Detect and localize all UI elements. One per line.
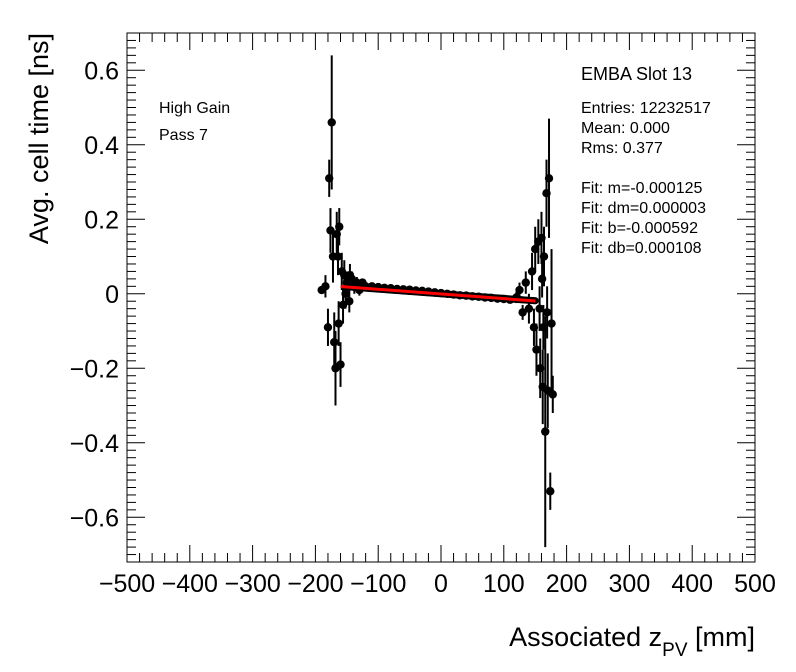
data-point-1 <box>325 174 334 183</box>
x-tick-label: 400 <box>671 570 713 598</box>
x-tick-label: −300 <box>224 570 280 598</box>
plot-frame <box>126 32 756 563</box>
data-point-47 <box>515 285 524 295</box>
stats-line: Entries: 12232517 <box>581 100 711 117</box>
x-tick-label: 0 <box>434 570 448 598</box>
data-point-5 <box>330 338 339 347</box>
y-tick-label: −0.2 <box>70 355 119 383</box>
x-tick-label: −100 <box>350 570 406 598</box>
data-point-72 <box>334 319 343 328</box>
x-tick-label: −200 <box>287 570 343 598</box>
data-point-12 <box>338 300 348 310</box>
data-point-51 <box>527 267 537 276</box>
stats-line: Fit: dm=0.000003 <box>581 200 706 217</box>
stats-box: Entries: 12232517 Mean: 0.000 Rms: 0.377 Fi… <box>581 100 711 257</box>
x-tick-labels: −500 −400 −300 −200 −100 0 100 200 300 400 500 <box>99 570 776 598</box>
data-point-70 <box>542 308 552 317</box>
data-point-57 <box>537 233 546 243</box>
y-tick-labels: −0.6 −0.4 −0.2 0 0.2 0.4 0.6 <box>70 57 119 532</box>
y-tick-label: 0.6 <box>84 57 119 85</box>
data-point-3 <box>327 118 336 127</box>
data-point-60 <box>541 427 550 436</box>
y-tick-label: −0.6 <box>70 504 119 532</box>
legend-pass-label: Pass 7 <box>159 127 208 144</box>
data-point-68 <box>537 274 547 284</box>
data-point-2 <box>326 226 335 235</box>
data-point-59 <box>539 252 549 261</box>
x-tick-label: 500 <box>734 570 776 598</box>
data-point-14 <box>323 323 333 332</box>
data-point-65 <box>547 319 556 328</box>
fit-line <box>340 285 536 303</box>
y-axis-label: Avg. cell time [ns] <box>24 33 54 244</box>
stats-line: Rms: 0.377 <box>581 140 663 157</box>
data-point-74 <box>345 270 355 280</box>
stats-line: Mean: 0.000 <box>581 120 670 137</box>
data-point-69 <box>539 323 548 332</box>
y-tick-label: −0.4 <box>70 430 119 458</box>
data-point-64 <box>546 487 555 496</box>
data-point-48 <box>518 308 527 317</box>
data-point-10 <box>336 360 345 369</box>
data-point-49 <box>521 278 530 287</box>
stats-line: Fit: b=-0.000592 <box>581 220 698 237</box>
stats-title: EMBA Slot 13 <box>581 64 692 84</box>
data-point-67 <box>535 304 544 313</box>
data-point-52 <box>529 323 539 332</box>
x-tick-label: −500 <box>99 570 155 598</box>
x-tick-label: 200 <box>546 570 588 598</box>
data-point-63 <box>544 174 554 183</box>
x-tick-label: 300 <box>609 570 651 598</box>
x-axis-label: Associated zPV [mm] <box>509 622 755 661</box>
data-point-50 <box>524 304 534 313</box>
data-point-66 <box>548 390 557 399</box>
data-point-54 <box>532 345 541 354</box>
data-point-8 <box>333 252 343 261</box>
data-point-73 <box>341 289 350 298</box>
legend-gain-label: High Gain <box>159 100 230 117</box>
y-tick-label: 0.4 <box>84 132 119 160</box>
stats-line: Fit: m=-0.000125 <box>581 180 703 197</box>
data-point-61 <box>542 188 551 198</box>
x-tick-label: 100 <box>483 570 525 598</box>
data-point-9 <box>335 222 344 231</box>
data-point-71 <box>321 282 330 291</box>
data-points-layer <box>317 118 557 496</box>
data-point-16 <box>345 297 354 306</box>
y-tick-label: 0.2 <box>84 206 119 234</box>
data-point-7 <box>332 229 341 239</box>
x-tick-label: −400 <box>162 570 218 598</box>
stats-line: Fit: db=0.000108 <box>581 240 702 257</box>
data-point-56 <box>536 364 545 373</box>
y-tick-label: 0 <box>105 281 119 309</box>
data-point-53 <box>531 244 540 254</box>
